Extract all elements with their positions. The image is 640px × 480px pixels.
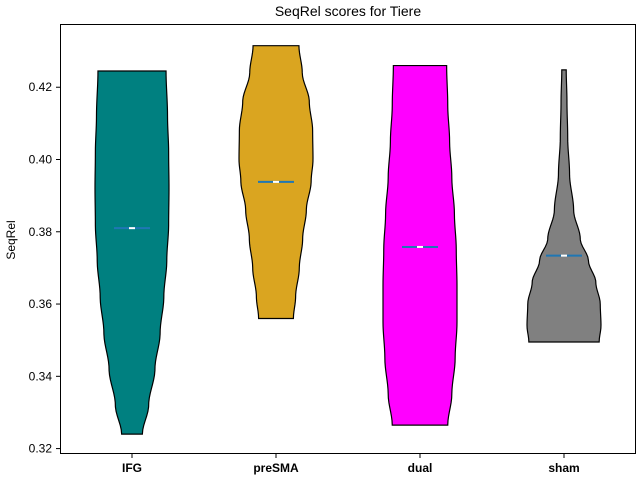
x-axis: IFG preSMA dual sham (122, 454, 580, 475)
y-axis: 0.32 0.34 0.36 0.38 0.40 0.42 (29, 80, 60, 456)
x-tick-label: preSMA (253, 461, 299, 475)
y-tick-label: 0.36 (29, 297, 53, 311)
x-tick-label: dual (408, 461, 433, 475)
x-tick-label: IFG (122, 461, 142, 475)
y-tick-label: 0.38 (29, 225, 53, 239)
y-tick-label: 0.32 (29, 442, 53, 456)
y-tick-label: 0.40 (29, 153, 53, 167)
violin-body (526, 69, 602, 343)
plot-frame (60, 24, 636, 454)
violin-body (94, 70, 170, 435)
chart-title: SeqRel scores for Tiere (275, 3, 421, 19)
violin-body (382, 64, 458, 426)
y-axis-label: SeqRel (4, 220, 18, 259)
x-tick-label: sham (548, 461, 579, 475)
y-tick-label: 0.34 (29, 369, 53, 383)
y-tick-label: 0.42 (29, 80, 53, 94)
violins-layer (94, 45, 602, 435)
medians-layer (114, 180, 582, 257)
